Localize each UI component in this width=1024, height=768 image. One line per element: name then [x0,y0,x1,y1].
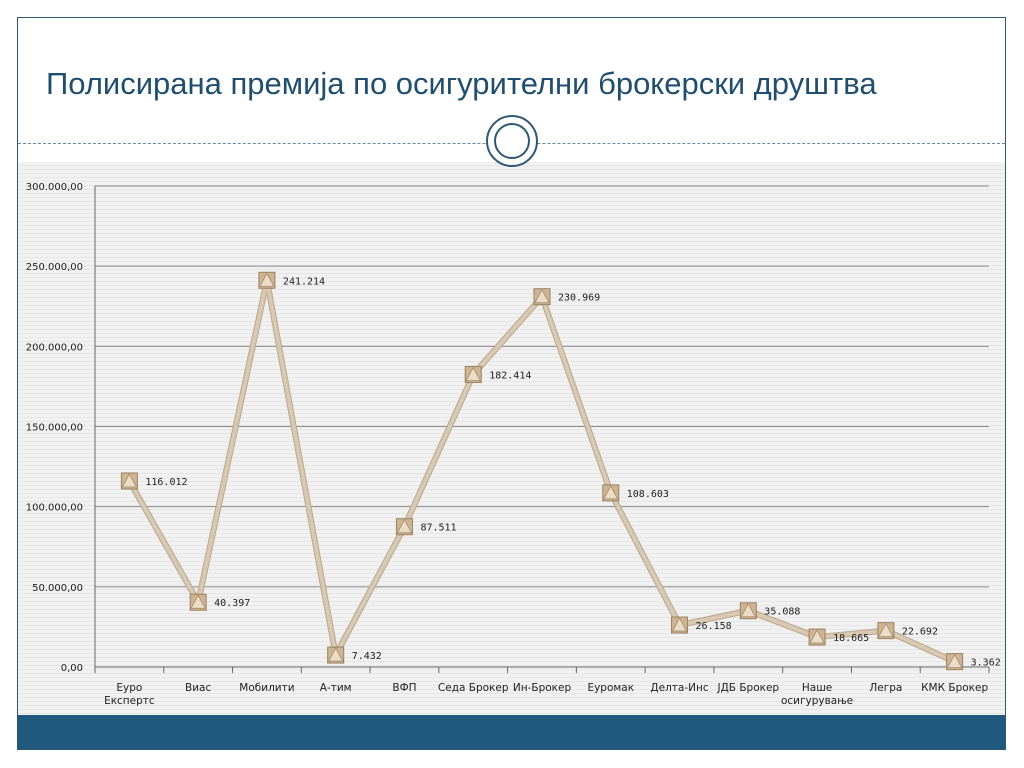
data-point-triangle [396,518,413,534]
data-label: 18.665 [833,633,869,644]
x-tick-label: Мобилити [239,682,294,694]
y-tick-label: 0,00 [61,663,83,674]
y-tick-label: 300.000,00 [26,182,83,193]
data-point-triangle [534,288,550,304]
y-tick-label: 150.000,00 [26,423,83,434]
data-label: 108.603 [627,489,669,500]
x-tick-label: КМК Брокер [921,682,988,694]
data-point-triangle [328,647,344,662]
data-label: 182.414 [489,371,531,382]
x-tick-label: Еуро Експертс [104,682,155,707]
y-tick-label: 250.000,00 [26,262,83,273]
data-label: 22.692 [902,627,938,638]
data-point-triangle [603,485,619,500]
footer-bar [18,715,1005,749]
circle-ornament-icon [486,115,538,167]
data-point-triangle [809,629,825,644]
chart-background [18,162,1005,715]
inner-ring [494,123,530,159]
data-label: 35.088 [764,607,800,618]
data-point-triangle [740,602,756,618]
data-label: 87.511 [420,523,456,534]
data-point-triangle [946,653,963,669]
y-tick-label: 50.000,00 [32,583,83,594]
data-label: 26.158 [696,621,732,632]
x-tick-label: Наше осигурување [781,682,853,707]
data-label: 7.432 [352,651,382,662]
series-line [127,278,957,664]
data-point-triangle [671,617,688,632]
x-tick-label: Седа Брокер [438,682,509,694]
x-tick-label: ЈДБ Брокер [717,682,780,694]
x-tick-label: ВФП [392,682,416,694]
data-label: 230.969 [558,293,600,304]
x-tick-label: Легра [869,682,902,694]
data-point-triangle [465,366,481,381]
x-tick-label: Виас [185,682,211,694]
y-tick-label: 200.000,00 [26,342,83,353]
data-point-triangle [878,622,894,638]
x-tick-label: Ин-Брокер [513,682,572,694]
slide-title: Полисирана премија по осигурителни броке… [46,66,877,101]
data-point-triangle [121,473,138,488]
y-tick-label: 100.000,00 [26,503,83,514]
data-label: 40.397 [214,598,250,609]
x-tick-label: А-тим [320,682,352,694]
data-label: 3.362 [971,658,1001,669]
data-point-triangle [259,272,275,287]
data-label: 116.012 [145,477,187,488]
slide-frame: Полисирана премија по осигурителни броке… [17,17,1006,750]
x-tick-label: Еуромак [587,682,634,694]
data-point-triangle [190,594,206,609]
data-label: 241.214 [283,276,325,287]
x-tick-label: Делта-Инс [650,682,708,694]
